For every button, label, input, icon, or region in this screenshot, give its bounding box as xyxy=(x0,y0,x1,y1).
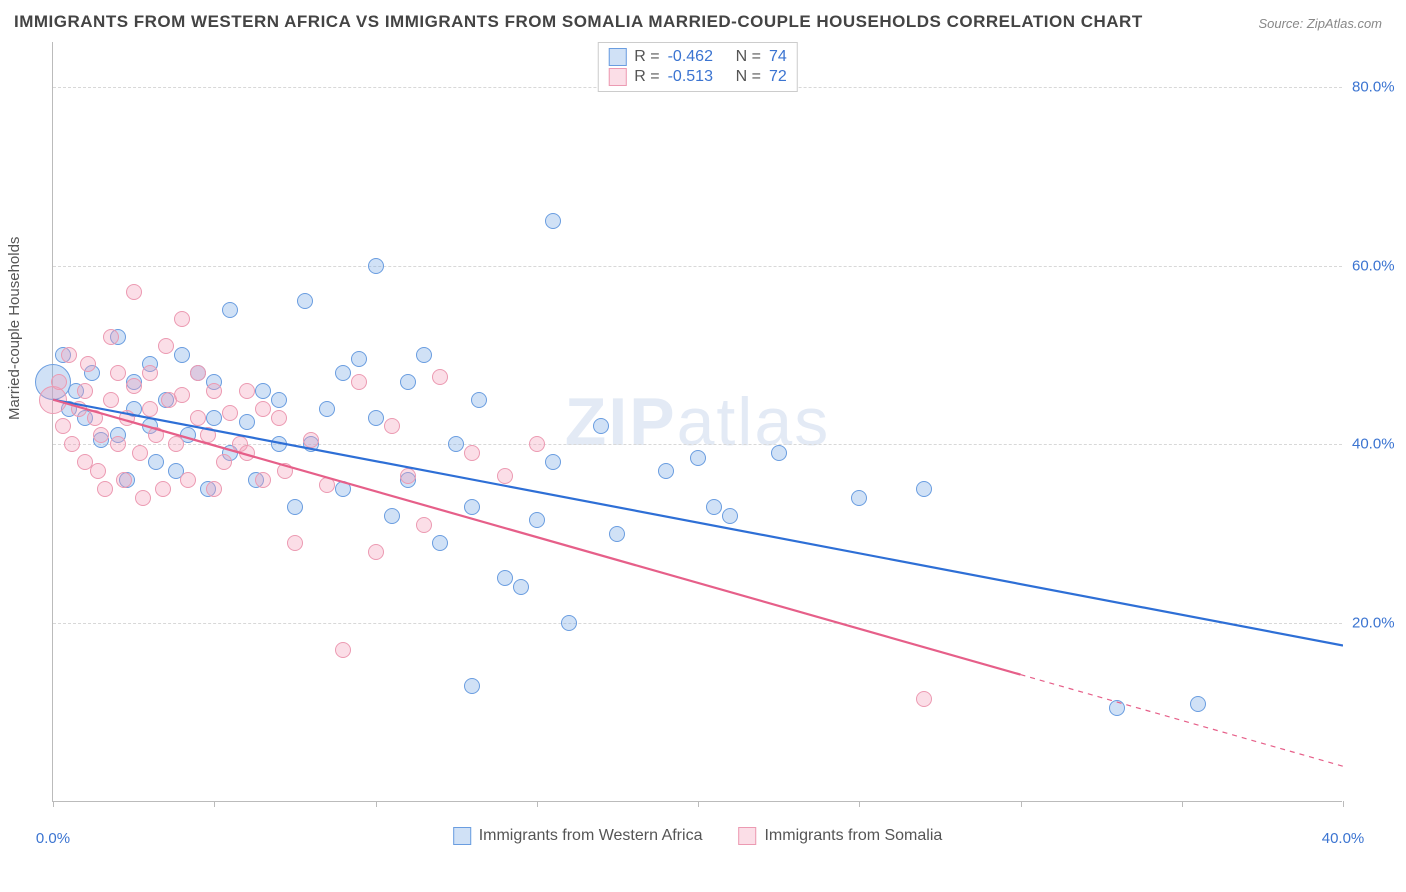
legend-swatch xyxy=(608,48,626,66)
legend-n-value: 72 xyxy=(769,68,787,86)
y-tick-label: 40.0% xyxy=(1352,436,1406,453)
source-attribution: Source: ZipAtlas.com xyxy=(1258,16,1382,31)
legend-swatch xyxy=(608,68,626,86)
plot-area: ZIPatlas 20.0%40.0%60.0%80.0%0.0%40.0%R … xyxy=(52,42,1342,802)
legend-r-value: -0.462 xyxy=(668,48,728,66)
legend-swatch xyxy=(453,827,471,845)
legend-series-label: Immigrants from Western Africa xyxy=(479,827,703,845)
legend-correlation: R = -0.462 N = 74 R = -0.513 N = 72 xyxy=(597,42,797,92)
legend-row: R = -0.513 N = 72 xyxy=(608,67,786,87)
legend-series-item: Immigrants from Somalia xyxy=(738,827,942,845)
legend-r-label: R = xyxy=(634,48,659,66)
x-tick-label: 40.0% xyxy=(1322,830,1365,847)
y-tick-label: 60.0% xyxy=(1352,257,1406,274)
chart-title: IMMIGRANTS FROM WESTERN AFRICA VS IMMIGR… xyxy=(14,12,1143,32)
legend-n-value: 74 xyxy=(769,48,787,66)
legend-n-label: N = xyxy=(736,68,761,86)
legend-r-value: -0.513 xyxy=(668,68,728,86)
legend-series-label: Immigrants from Somalia xyxy=(764,827,942,845)
y-tick-label: 80.0% xyxy=(1352,78,1406,95)
x-tick xyxy=(1343,801,1344,807)
legend-swatch xyxy=(738,827,756,845)
legend-series-item: Immigrants from Western Africa xyxy=(453,827,703,845)
y-axis-label: Married-couple Households xyxy=(6,237,23,420)
legend-row: R = -0.462 N = 74 xyxy=(608,47,786,67)
legend-series: Immigrants from Western Africa Immigrants… xyxy=(453,827,943,845)
legend-n-label: N = xyxy=(736,48,761,66)
legend-r-label: R = xyxy=(634,68,659,86)
trend-lines xyxy=(53,42,1343,802)
y-tick-label: 20.0% xyxy=(1352,615,1406,632)
x-tick-label: 0.0% xyxy=(36,830,70,847)
